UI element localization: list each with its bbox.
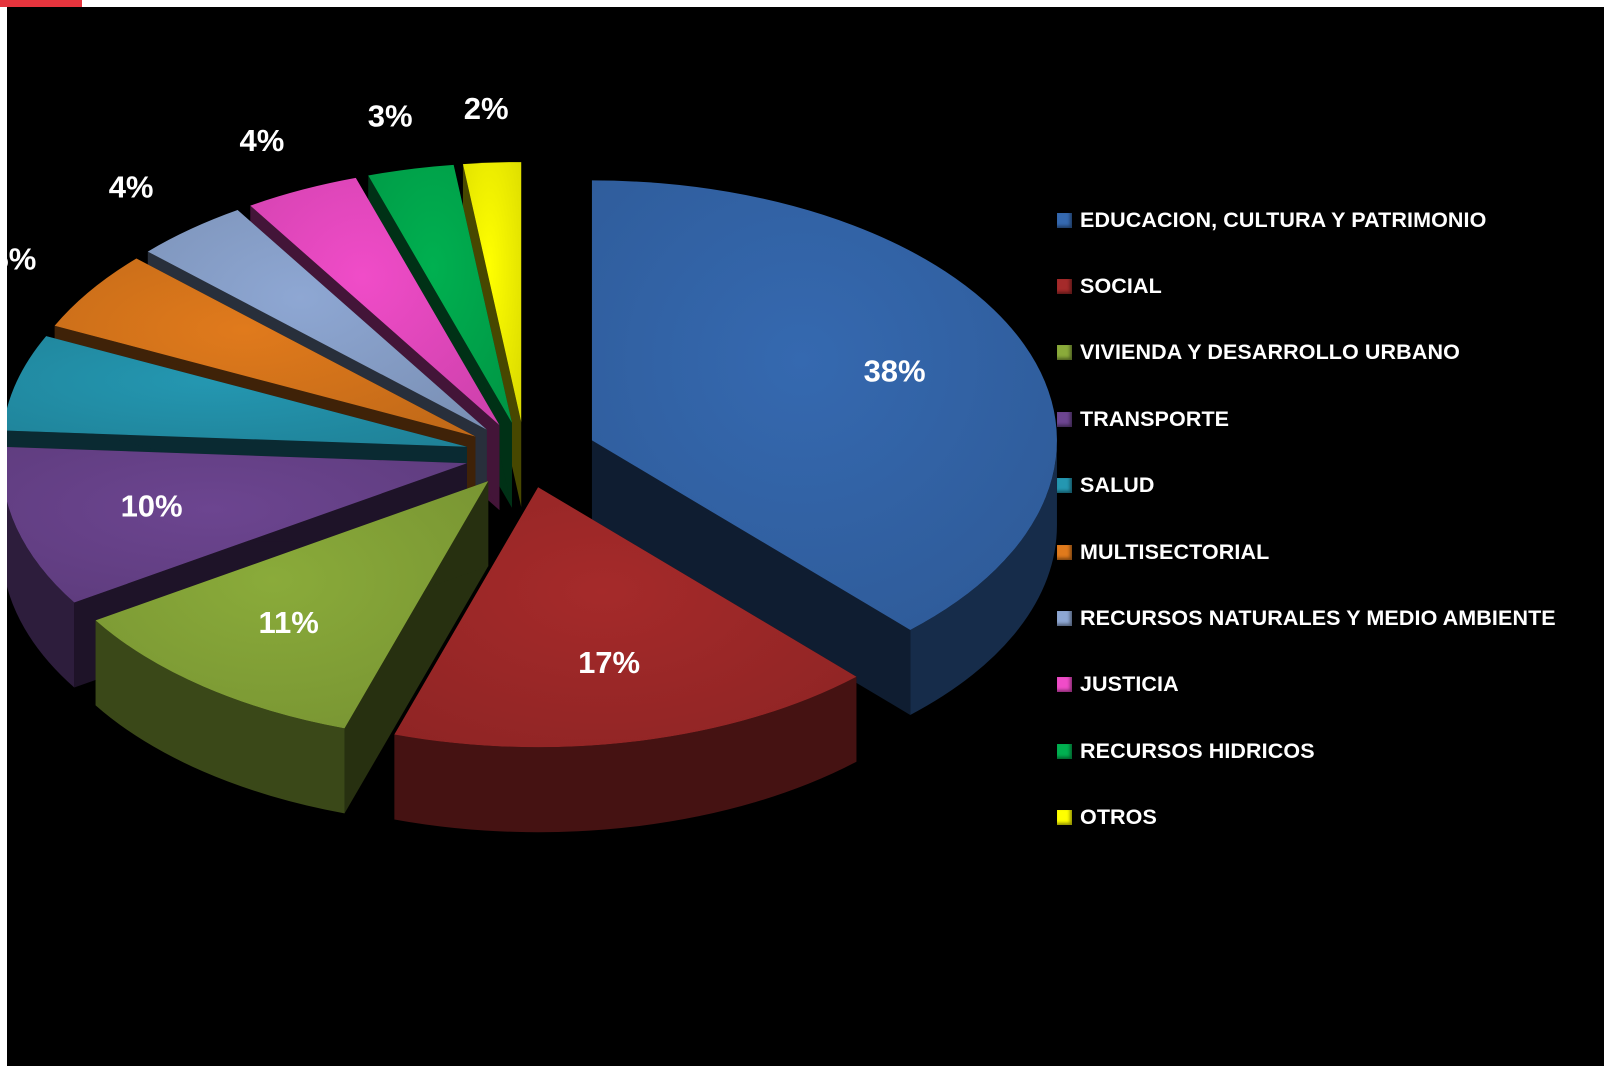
data-label-multisectorial: 5% [7, 241, 36, 276]
data-label-transporte: 10% [121, 489, 183, 524]
legend-label: SOCIAL [1080, 274, 1162, 299]
legend-item-vivienda-y-desarrollo-urbano: VIVIENDA Y DESARROLLO URBANO [1057, 320, 1597, 386]
legend-swatch [1057, 279, 1072, 295]
pie-slice-salud [7, 336, 467, 447]
pie-slice-social [394, 487, 857, 748]
data-label-justicia: 4% [239, 123, 284, 158]
pie-slice-otros [462, 162, 522, 423]
legend-item-multisectorial: MULTISECTORIAL [1057, 519, 1597, 585]
legend-swatch [1057, 810, 1072, 826]
legend-item-otros: OTROS [1057, 785, 1597, 851]
legend-swatch [1057, 544, 1072, 560]
legend-swatch [1057, 212, 1072, 228]
legend-swatch [1057, 677, 1072, 693]
data-label-otros: 2% [464, 91, 509, 126]
legend-label: VIVIENDA Y DESARROLLO URBANO [1080, 340, 1460, 365]
data-label-educacion-cultura-y-patrimonio: 38% [864, 354, 926, 389]
legend-label: OTROS [1080, 805, 1157, 830]
data-label-recursos-hidricos: 3% [368, 98, 413, 133]
legend-swatch [1057, 345, 1072, 361]
legend-label: RECURSOS HIDRICOS [1080, 738, 1315, 763]
legend-label: MULTISECTORIAL [1080, 539, 1270, 564]
legend-label: EDUCACION, CULTURA Y PATRIMONIO [1080, 207, 1487, 232]
pie-slice-multisectorial [54, 258, 476, 437]
chart-legend: EDUCACION, CULTURA Y PATRIMONIO SOCIAL VIV… [1057, 187, 1597, 851]
legend-label: SALUD [1080, 473, 1155, 498]
legend-item-transporte: TRANSPORTE [1057, 386, 1597, 452]
legend-swatch [1057, 478, 1072, 494]
pie-slice-vivienda-y-desarrollo-urbano [95, 481, 489, 729]
pie-slice-justicia [250, 177, 500, 426]
legend-item-educacion-cultura-y-patrimonio: EDUCACION, CULTURA Y PATRIMONIO [1057, 187, 1597, 253]
legend-item-social: SOCIAL [1057, 253, 1597, 319]
legend-item-salud: SALUD [1057, 453, 1597, 519]
top-accent-bar [0, 0, 82, 7]
legend-swatch [1057, 611, 1072, 627]
legend-label: TRANSPORTE [1080, 406, 1230, 431]
legend-item-recursos-hidricos: RECURSOS HIDRICOS [1057, 718, 1597, 784]
chart-panel: 38%17%11%10%6%5%4%4%3%2% EDUCACION, CULT… [7, 7, 1604, 1066]
data-label-recursos-naturales-y-medio-ambiente: 4% [109, 169, 154, 204]
data-label-vivienda-y-desarrollo-urbano: 11% [259, 605, 319, 640]
pie-slice-recursos-hidricos [368, 164, 512, 423]
pie-slice-educacion-cultura-y-patrimonio [591, 180, 1057, 630]
pie-slice-recursos-naturales-y-medio-ambiente [147, 210, 487, 430]
legend-item-justicia: JUSTICIA [1057, 652, 1597, 718]
legend-swatch [1057, 411, 1072, 427]
pie-slice-side-educacion-cultura-y-patrimonio [591, 440, 1057, 715]
pie-chart: 38%17%11%10%6%5%4%4%3%2% [7, 91, 1057, 833]
data-label-social: 17% [578, 645, 640, 680]
legend-swatch [1057, 743, 1072, 759]
pie-slice-transporte [7, 447, 467, 603]
legend-label: RECURSOS NATURALES Y MEDIO AMBIENTE [1080, 606, 1556, 631]
legend-label: JUSTICIA [1080, 672, 1179, 697]
legend-item-recursos-naturales-y-medio-ambiente: RECURSOS NATURALES Y MEDIO AMBIENTE [1057, 585, 1597, 651]
